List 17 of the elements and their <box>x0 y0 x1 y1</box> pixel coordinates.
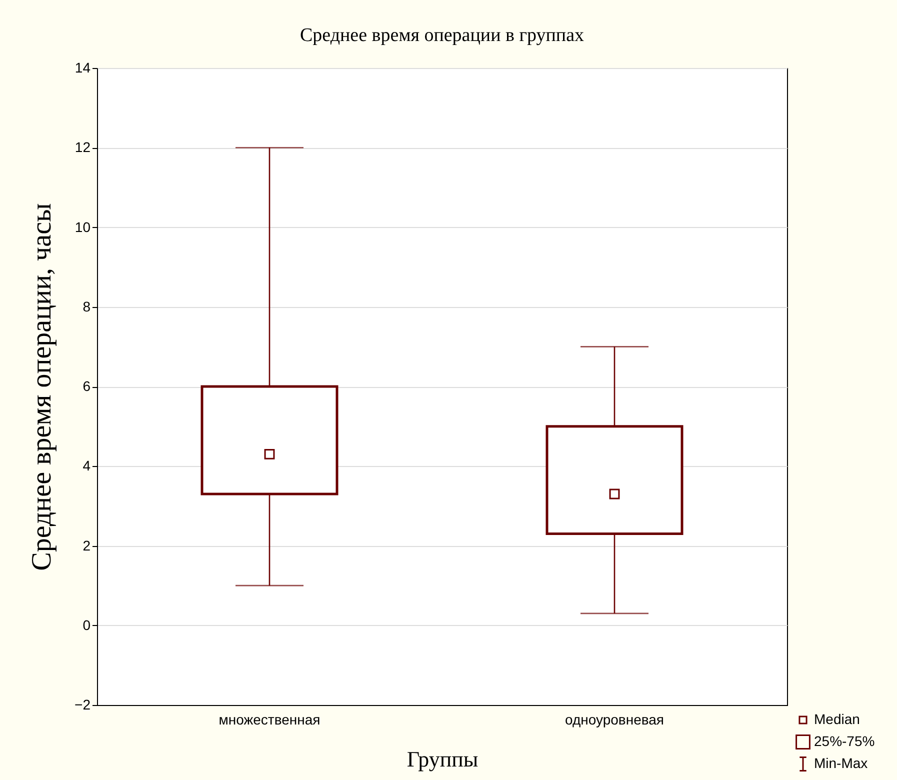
y-tick-label: 8 <box>82 298 91 314</box>
y-tick-label: 10 <box>74 218 91 235</box>
x-tick-label: одноуровневая <box>564 712 664 728</box>
y-tick-label: 4 <box>82 458 91 474</box>
y-tick-label: 6 <box>82 378 91 394</box>
x-tick-label: множественная <box>218 712 320 728</box>
text: 25%-75% <box>814 733 875 749</box>
chart-title: Среднее время операции в группах <box>300 25 585 46</box>
y-tick-label: 0 <box>82 616 91 633</box>
x-axis-title: Группы <box>406 746 478 772</box>
text: Min-Max <box>814 755 868 771</box>
text: Median <box>814 711 860 727</box>
y-tick-label: −2 <box>74 696 91 712</box>
y-axis-title: Среднее время операции, часы <box>26 203 58 571</box>
y-tick-label: 14 <box>74 60 91 76</box>
y-tick-label: 12 <box>74 139 91 156</box>
y-tick-label: 2 <box>82 537 91 554</box>
